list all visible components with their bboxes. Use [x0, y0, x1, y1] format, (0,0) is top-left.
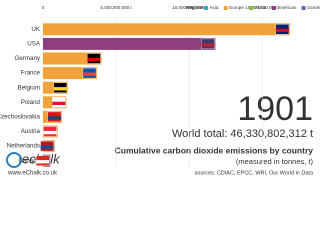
logo-mark [6, 152, 22, 168]
legend-title: Regions: [186, 5, 206, 10]
y-tick-label: Germany [15, 55, 41, 62]
bar [43, 37, 216, 50]
flag-stripe [87, 57, 101, 62]
y-tick-label: USA [27, 41, 41, 48]
legend-swatch [204, 6, 208, 10]
y-tick-label: Austria [21, 128, 41, 135]
website: www.eChalk.co.uk [7, 171, 58, 177]
bar [43, 23, 290, 36]
flag-stripe [36, 160, 50, 164]
x-tick-label: 10,000,000,000 t [172, 5, 207, 10]
source: sources: CDIAC, EPCC, WRI, Our World in … [195, 170, 314, 176]
x-tick-label: 0 [42, 5, 45, 10]
y-tick-label: Belgium [18, 84, 40, 91]
chart-title: Cumulative carbon dioxide emissions by c… [115, 145, 314, 155]
flag-stripe [40, 145, 54, 149]
x-tick-label: 5,000,000,000 t [100, 5, 132, 10]
flag-stripe [275, 28, 289, 33]
chart-subtitle: (measured in tonnes, t) [236, 157, 314, 166]
legend-label: Africa [255, 5, 267, 10]
y-tick-label: Poland [21, 99, 41, 106]
legend-label: Asia [210, 5, 219, 10]
x-tick-label: 15,000,000,000 t [245, 5, 280, 10]
world-total: World total: 46,330,802,312 t [172, 128, 313, 140]
legend-label: Oceania [307, 5, 320, 10]
flag-stripe [82, 72, 97, 76]
bar [43, 67, 98, 80]
bar [43, 52, 102, 65]
flag-stripe [43, 130, 57, 135]
chart: 1901 World total: 46,330,802,312 t Cumul… [0, 5, 320, 177]
y-tick-label: France [21, 70, 41, 77]
flag-stripe [53, 87, 67, 91]
y-tick-label: Canada [18, 157, 40, 164]
legend-swatch [271, 6, 276, 10]
flag-stripe [201, 43, 215, 47]
y-tick-label: Netherlands [7, 143, 40, 150]
year-label: 1901 [237, 90, 313, 128]
legend-label: Europe [229, 5, 244, 10]
legend-swatch [249, 6, 254, 10]
flag-stripe [52, 101, 66, 106]
legend-label: Americas [277, 5, 297, 10]
legend-swatch [223, 6, 228, 10]
y-tick-label: UK [31, 26, 40, 33]
flag-stripe [47, 116, 61, 120]
legend-swatch [301, 6, 306, 10]
y-tick-label: Czechoslovakia [0, 114, 41, 121]
